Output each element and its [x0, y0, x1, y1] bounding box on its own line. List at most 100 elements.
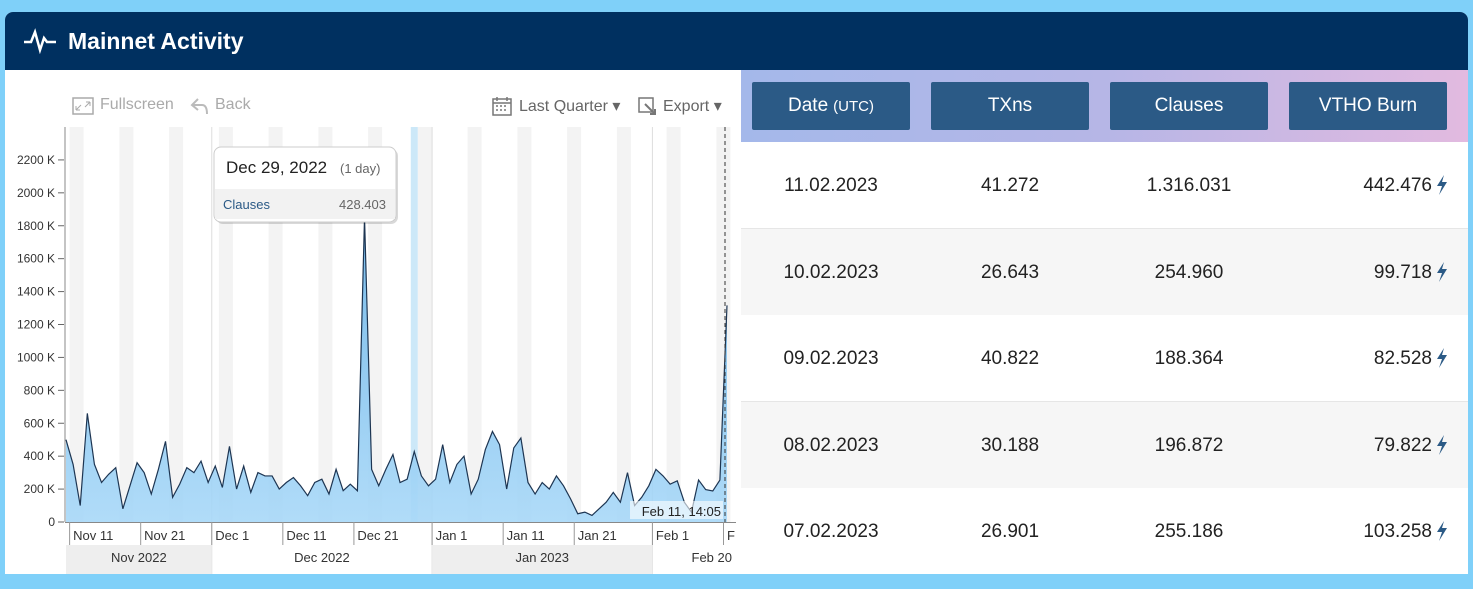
- y-tick-label: 2000 K: [17, 186, 55, 200]
- table-cell: 196.872: [1154, 434, 1224, 456]
- column-header[interactable]: VTHO Burn: [1289, 82, 1447, 130]
- vtho-icon: [1437, 521, 1447, 541]
- fullscreen-icon[interactable]: [72, 97, 94, 115]
- y-tick-label: 400 K: [24, 449, 55, 463]
- table-row: 11.02.2023 41.272 1.316.031 442.476: [741, 142, 1468, 229]
- table-header: Date (UTC) TXns Clauses VTHO Burn: [741, 70, 1468, 142]
- now-label-bg: [630, 501, 723, 519]
- week-stripe: [666, 127, 681, 522]
- week-stripe: [268, 127, 283, 522]
- area-fill: [66, 217, 727, 522]
- export-icon[interactable]: [638, 97, 658, 117]
- y-tick-label: 1400 K: [17, 285, 55, 299]
- y-tick-label: 800 K: [24, 383, 55, 397]
- bolt: [1437, 521, 1447, 541]
- bolt: [1437, 434, 1447, 455]
- back-icon[interactable]: [190, 96, 210, 116]
- table-cell: 188.364: [1154, 348, 1224, 369]
- period-dropdown[interactable]: Last Quarter ▾: [519, 98, 621, 115]
- week-stripe: [218, 127, 233, 522]
- column-header-text: VTHO Burn: [1318, 95, 1418, 116]
- table-row: 07.02.2023 26.901 255.186 103.258: [741, 488, 1468, 574]
- tooltip: Dec 29, 2022 (1 day) Clauses 428.403: [213, 146, 398, 224]
- panel: Mainnet Activity Fullscreen Back Last Qu…: [5, 12, 1468, 574]
- column-header[interactable]: Clauses: [1110, 82, 1268, 130]
- x-tick-label: Feb 1: [656, 528, 689, 543]
- calendar-icon[interactable]: [492, 96, 512, 116]
- week-stripe: [169, 127, 184, 522]
- week-stripe: [567, 127, 582, 522]
- week-stripe: [417, 127, 432, 522]
- y-tick-label: 1000 K: [17, 350, 55, 364]
- table-row: 09.02.2023 40.822 188.364 82.528: [741, 315, 1468, 402]
- tooltip-date: Dec 29, 2022: [226, 158, 327, 177]
- series-line: [65, 217, 728, 517]
- pulse-icon: [24, 28, 56, 54]
- week-stripe: [467, 127, 482, 522]
- table-cell: 07.02.2023: [783, 521, 879, 542]
- title: Mainnet Activity: [68, 28, 244, 54]
- x-tick-label: Jan 21: [578, 528, 617, 543]
- table-cell: 1.316.031: [1146, 175, 1232, 196]
- bolt: [1437, 348, 1447, 368]
- table-cell: 254.960: [1154, 261, 1224, 283]
- x-tick-label: F: [727, 528, 735, 543]
- month-label: Jan 2023: [516, 550, 570, 565]
- x-tick-label: Nov 21: [144, 528, 185, 543]
- table-cell: 11.02.2023: [784, 175, 878, 196]
- table-cell: 79.822: [1373, 434, 1432, 456]
- y-tick-label: 0: [48, 515, 55, 529]
- table-cell: 26.643: [980, 261, 1040, 283]
- y-tick-label: 1600 K: [17, 252, 55, 266]
- table-row: 10.02.2023 26.643 254.960 99.718: [741, 228, 1468, 316]
- table-cell: 30.188: [980, 434, 1040, 456]
- y-tick-label: 1800 K: [17, 219, 55, 233]
- week-stripe: [318, 127, 333, 522]
- table-cell: 08.02.2023: [783, 434, 879, 456]
- column-header-text: Date: [788, 95, 829, 116]
- tooltip-value: 428.403: [339, 197, 386, 212]
- month-label: Dec 2022: [294, 550, 350, 565]
- y-tick-label: 2200 K: [17, 153, 55, 167]
- table-cell: 442.476: [1363, 175, 1432, 196]
- x-tick-label: Dec 11: [286, 528, 326, 543]
- hover-band: [410, 127, 418, 522]
- table-cell: 99.718: [1373, 261, 1432, 283]
- table-row: 08.02.2023 30.188 196.872 79.822: [741, 401, 1468, 489]
- column-header[interactable]: Date (UTC): [752, 82, 910, 130]
- column-header[interactable]: TXns: [931, 82, 1089, 130]
- table-cell: 09.02.2023: [783, 348, 879, 369]
- now-label: Feb 11, 14:05: [642, 504, 721, 519]
- chart: Nov 2022 Dec 2022 Jan 2023 Feb 20 0 200 K 400 …: [17, 127, 736, 574]
- vtho-icon: [1437, 261, 1447, 282]
- x-tick-label: Jan 1: [436, 528, 468, 543]
- fullscreen-button[interactable]: Fullscreen: [100, 96, 174, 113]
- table-cell: 10.02.2023: [783, 261, 879, 283]
- bolt: [1437, 261, 1447, 282]
- table-cell: 40.822: [980, 348, 1040, 369]
- table-cell: 82.528: [1373, 348, 1432, 369]
- month-band: [66, 545, 212, 574]
- header: Mainnet Activity: [5, 12, 1468, 70]
- y-tick-label: 1200 K: [17, 318, 55, 332]
- week-stripe: [616, 127, 631, 522]
- back-button[interactable]: Back: [215, 96, 251, 113]
- tooltip-series: Clauses: [223, 197, 270, 212]
- export-dropdown[interactable]: Export ▾: [663, 98, 722, 115]
- vtho-icon: [1437, 348, 1447, 368]
- bolt: [1437, 175, 1447, 195]
- table-cell: 41.272: [980, 175, 1040, 196]
- tooltip-span: (1 day): [340, 161, 380, 176]
- y-tick-label: 600 K: [24, 416, 55, 430]
- y-tick-label: 200 K: [24, 482, 55, 496]
- vtho-icon: [1437, 434, 1447, 455]
- table-cell: 103.258: [1363, 521, 1432, 542]
- month-label: Nov 2022: [111, 550, 167, 565]
- export-label[interactable]: Export: [663, 98, 710, 115]
- table-cell: 26.901: [980, 521, 1040, 542]
- period-label[interactable]: Last Quarter: [519, 98, 608, 115]
- x-tick-label: Nov 11: [73, 528, 113, 543]
- week-stripe: [368, 127, 383, 522]
- x-tick-label: Jan 11: [507, 528, 545, 543]
